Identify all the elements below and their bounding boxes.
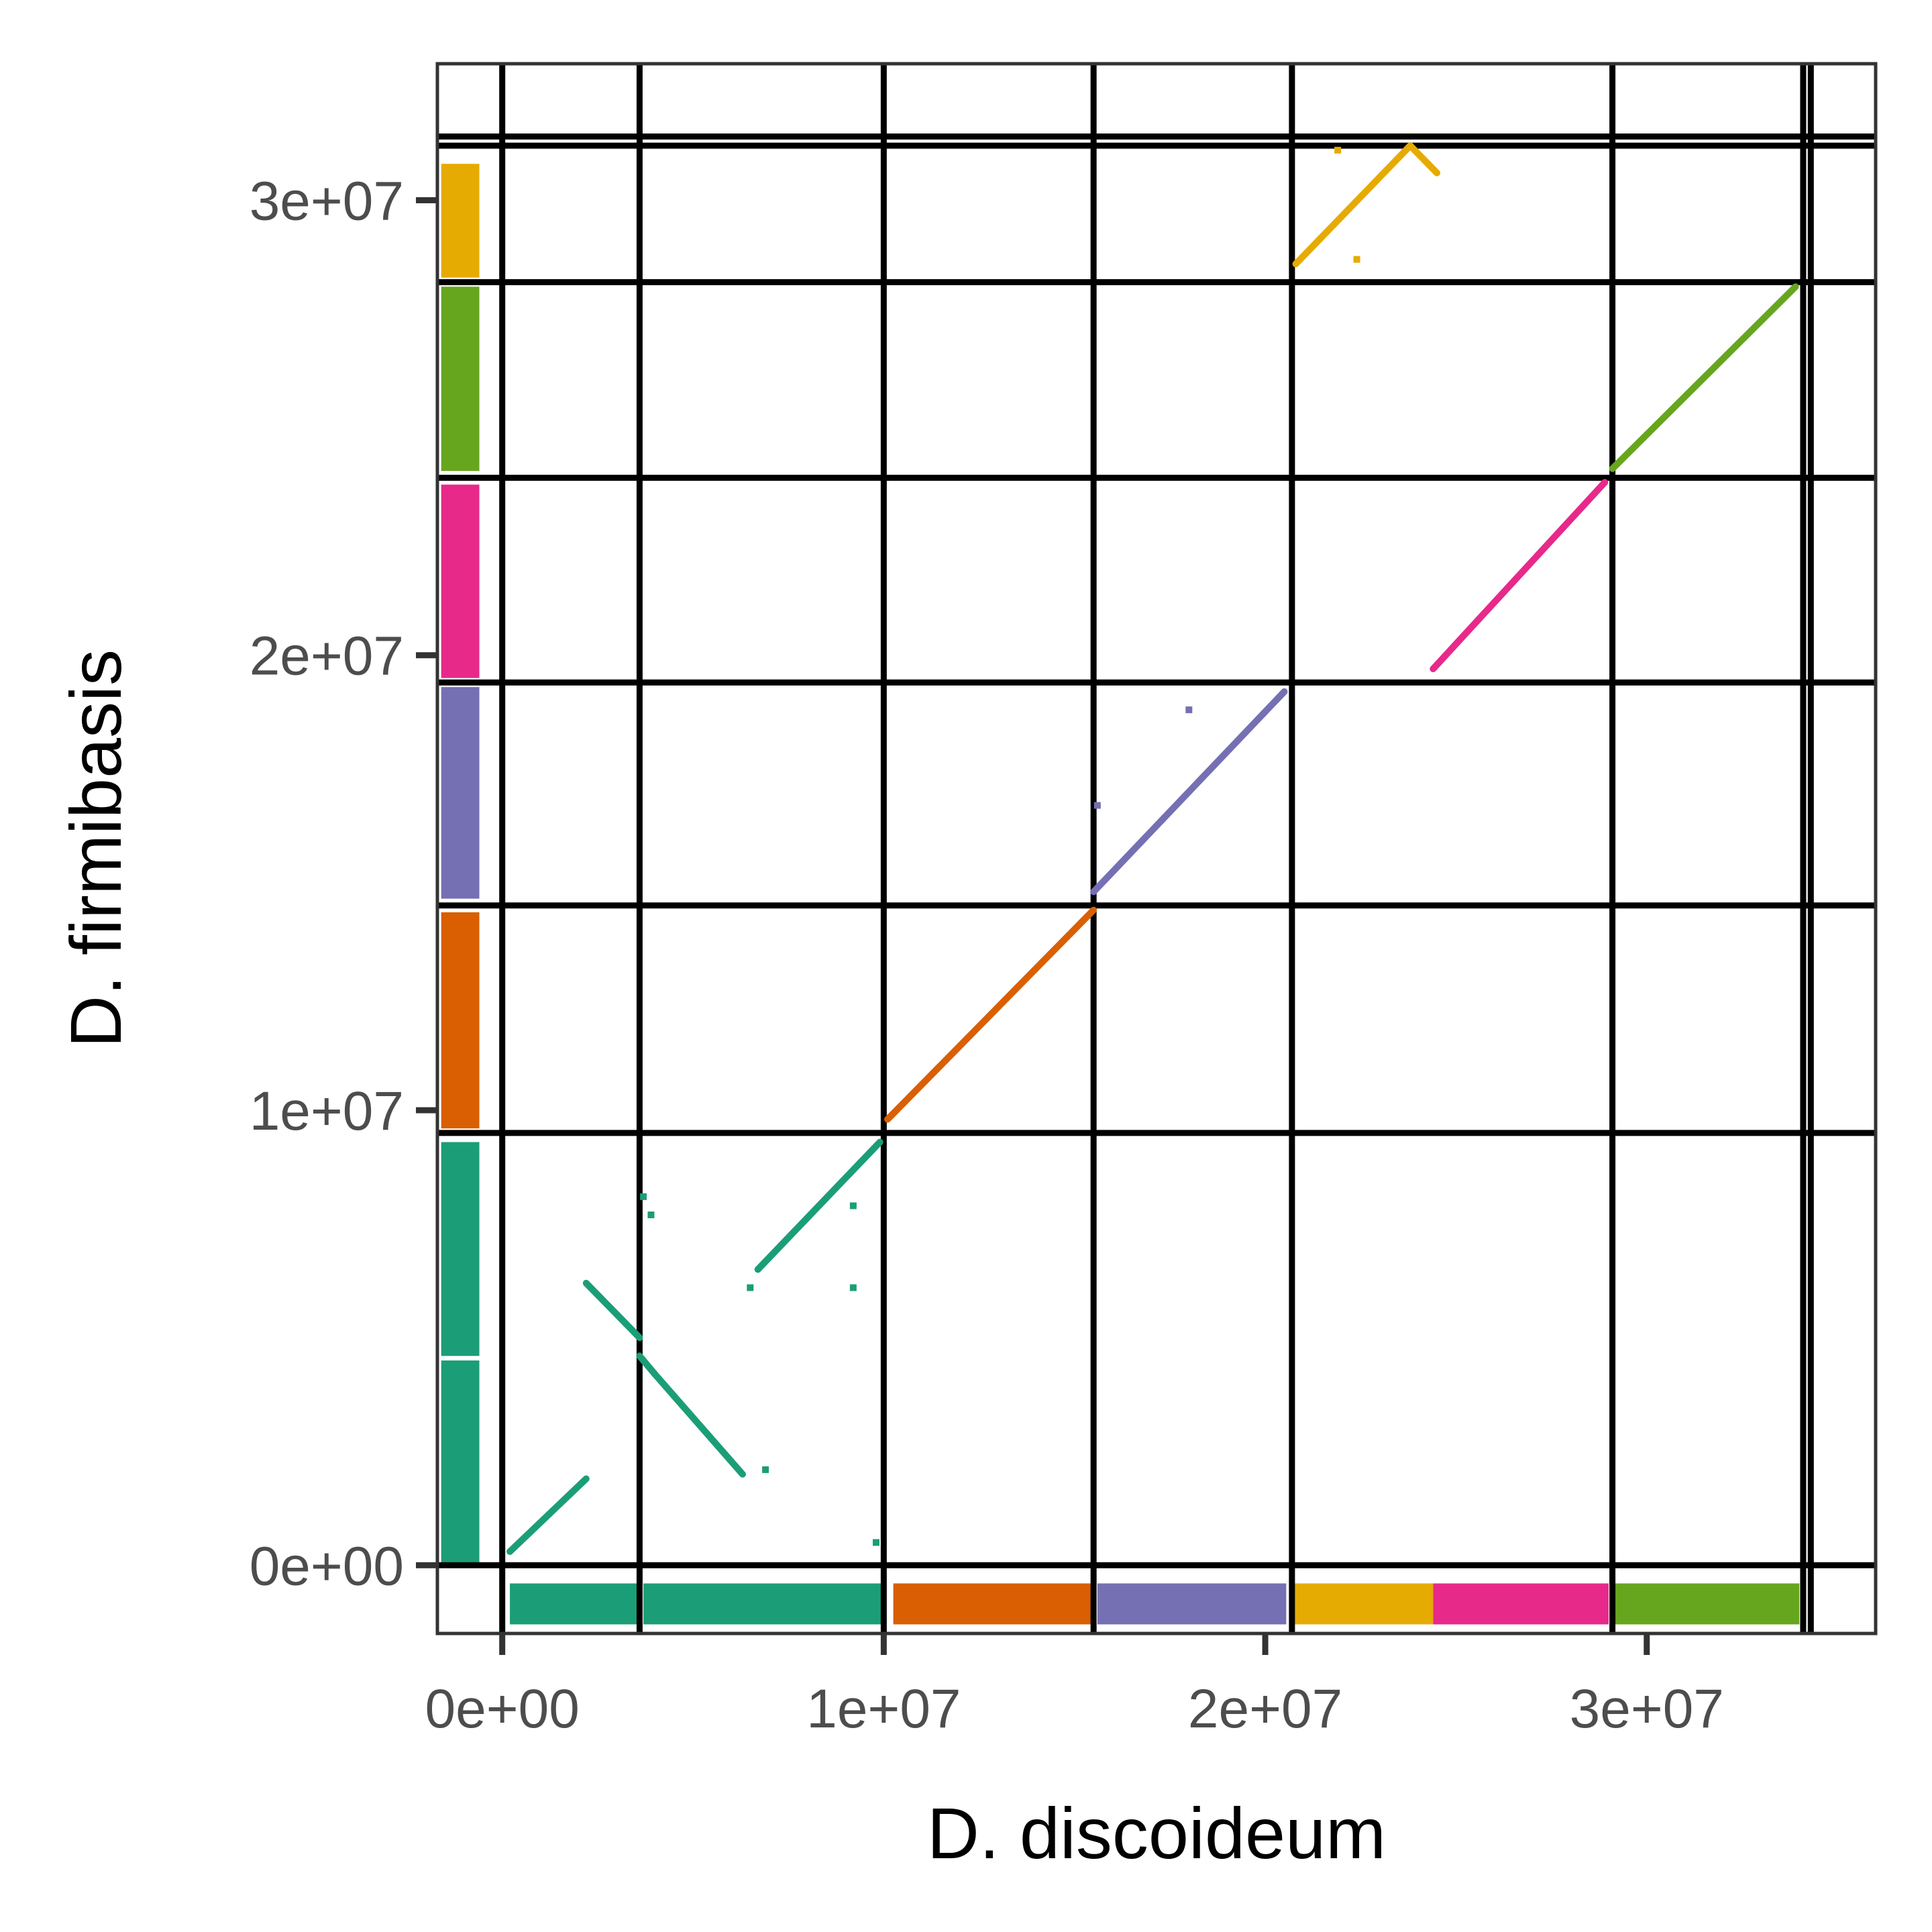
alignment-segment-8 [1609,283,1799,472]
plot-frame [435,62,1878,1635]
alignment-segment-10 [1407,142,1440,176]
alignment-point-7 [1093,802,1101,809]
y-chromosome-bar-3 [441,687,480,899]
alignment-segment-4 [754,1138,883,1273]
alignment-point-9 [1334,146,1342,154]
x-chromosome-bar-6 [1614,1583,1800,1625]
alignment-segment-0 [506,1475,590,1555]
y-axis-title: D. firmibasis [55,649,136,1048]
x-chromosome-bar-4 [1293,1583,1434,1625]
y-tick-label-2: 2e+07 [250,626,404,687]
alignment-point-5 [762,1466,769,1473]
x-chromosome-bar-3 [1097,1583,1287,1625]
alignment-point-8 [1185,706,1193,714]
x-axis-title: D. discoideum [927,1792,1386,1874]
alignment-point-0 [747,1284,754,1291]
x-tick-label-3: 3e+07 [1570,1678,1724,1739]
alignment-segment-5 [884,906,1097,1123]
x-chromosome-bar-0 [510,1583,638,1625]
x-tick-label-0: 0e+00 [425,1678,580,1739]
y-chromosome-bar-0 [441,1360,480,1566]
alignment-point-2 [849,1202,857,1210]
alignment-point-6 [873,1539,880,1546]
alignment-point-10 [1353,256,1360,263]
alignment-segment-1 [582,1279,643,1342]
x-tick-label-1: 1e+07 [806,1678,961,1739]
y-chromosome-bar-2 [441,912,480,1129]
y-chromosome-bar-1 [441,1142,480,1356]
y-chromosome-bar-4 [441,484,480,678]
alignment-point-1 [849,1284,857,1291]
x-chromosome-bar-1 [643,1583,882,1625]
alignment-segment-2 [636,1352,659,1378]
y-tick-label-1: 1e+07 [250,1081,404,1142]
alignment-segment-7 [1430,479,1609,673]
alignment-segment-9 [1292,142,1414,268]
alignment-segment-6 [1090,688,1288,896]
x-tick-label-2: 2e+07 [1188,1678,1342,1739]
y-tick-label-3: 3e+07 [250,170,404,231]
y-axis: 0e+00 1e+07 2e+07 3e+07 [250,170,436,1597]
y-tick-label-0: 0e+00 [250,1536,404,1597]
plot-area [437,64,1876,1633]
x-axis: 0e+00 1e+07 2e+07 3e+07 [425,1635,1724,1739]
alignment-point-3 [640,1193,647,1200]
y-chromosome-bar-6 [441,164,480,278]
x-chromosome-bar-5 [1433,1583,1609,1625]
alignment-segment-3 [651,1371,746,1478]
y-chromosome-bar-5 [441,286,480,472]
alignment-point-4 [647,1212,655,1218]
x-chromosome-bar-2 [893,1583,1092,1625]
